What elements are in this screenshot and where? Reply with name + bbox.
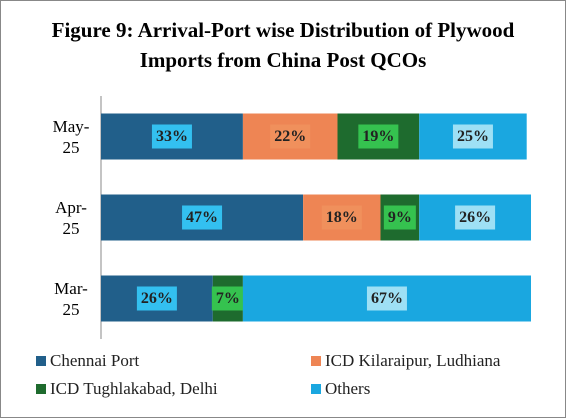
data-label: 7% <box>216 290 240 307</box>
chart-title: Figure 9: Arrival-Port wise Distribution… <box>51 18 515 72</box>
data-label-box <box>136 286 177 311</box>
data-label-box <box>270 124 311 149</box>
data-label: 67% <box>371 290 403 307</box>
data-label: 19% <box>362 128 394 145</box>
y-tick-label: Mar-25 <box>54 278 88 319</box>
legend-label: ICD Tughlakabad, Delhi <box>50 379 218 398</box>
data-label-box <box>151 124 192 149</box>
legend-label: Others <box>325 379 370 398</box>
data-label-box <box>452 124 493 149</box>
data-label: 26% <box>141 290 173 307</box>
data-label-box <box>358 124 399 149</box>
data-label: 26% <box>459 209 491 226</box>
legend-swatch <box>311 384 321 394</box>
data-label: 9% <box>388 209 412 226</box>
data-label-box <box>366 286 407 311</box>
data-label: 47% <box>186 209 218 226</box>
y-tick-label: Apr-25 <box>55 197 87 238</box>
data-label-box <box>383 205 416 230</box>
data-label-box <box>321 205 362 230</box>
data-label-box <box>455 205 496 230</box>
legend-label: Chennai Port <box>50 351 140 370</box>
y-tick-label: May-25 <box>52 116 90 157</box>
data-label: 33% <box>156 128 188 145</box>
data-label: 18% <box>326 209 358 226</box>
legend-label: ICD Kilaraipur, Ludhiana <box>325 351 501 370</box>
data-label-box <box>211 286 244 311</box>
legend-swatch <box>36 356 46 366</box>
data-label: 25% <box>457 128 489 145</box>
legend-swatch <box>311 356 321 366</box>
data-label-box <box>182 205 223 230</box>
data-label: 22% <box>274 128 306 145</box>
legend-swatch <box>36 384 46 394</box>
